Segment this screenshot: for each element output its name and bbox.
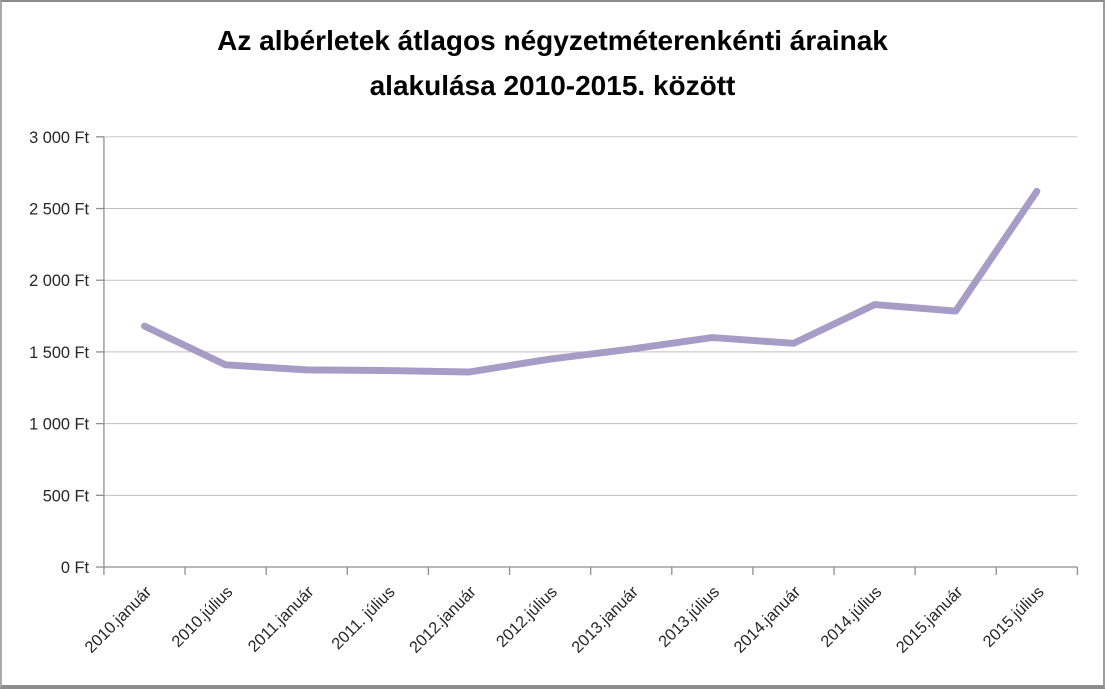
y-tick-label: 2 500 Ft	[29, 200, 89, 218]
y-tick-label: 1 500 Ft	[29, 344, 89, 362]
x-tick-label: 2015.július	[980, 583, 1048, 651]
x-tick-label: 2013.január	[568, 583, 642, 657]
x-tick-label: 2013.július	[655, 583, 723, 651]
x-tick-label: 2010.január	[81, 583, 155, 657]
chart-title: Az albérletek átlagos négyzetméterenként…	[2, 18, 1103, 108]
y-tick-label: 2 000 Ft	[29, 272, 89, 290]
x-tick-label: 2011.január	[245, 583, 318, 656]
x-tick-label: 2014.január	[730, 583, 804, 657]
y-tick-label: 0 Ft	[61, 559, 90, 577]
x-tick-label: 2011. július	[328, 583, 398, 653]
x-tick-label: 2010.július	[168, 583, 236, 651]
chart-title-line2: alakulása 2010-2015. között	[369, 70, 736, 101]
x-tick-label: 2015.január	[893, 583, 967, 657]
price-line-series	[141, 187, 1041, 376]
y-tick-label: 1 000 Ft	[29, 416, 89, 434]
y-tick-label: 3 000 Ft	[29, 129, 89, 147]
x-tick-label: 2014.július	[817, 583, 885, 651]
x-tick-label: 2012.január	[406, 583, 480, 657]
y-tick-label: 500 Ft	[43, 487, 90, 505]
chart-title-line1: Az albérletek átlagos négyzetméterenként…	[217, 25, 888, 56]
x-tick-label: 2012.július	[493, 583, 561, 651]
